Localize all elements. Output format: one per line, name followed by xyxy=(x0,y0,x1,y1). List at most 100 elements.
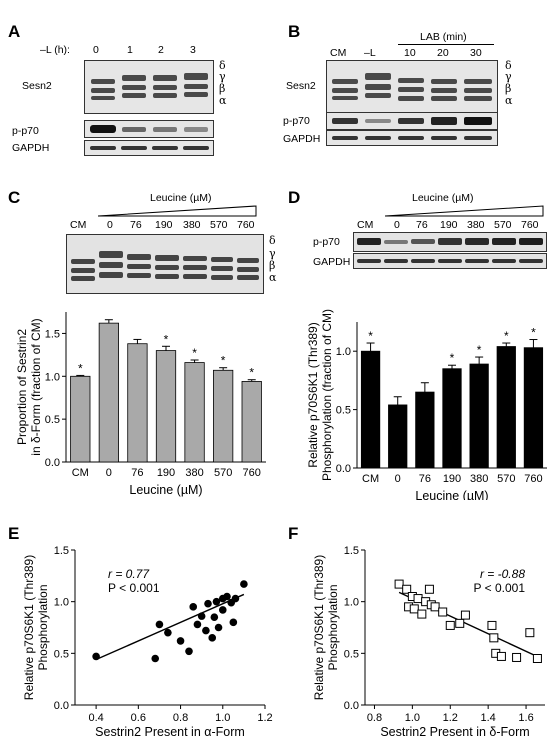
leucine-group-label: Leucine (µM) xyxy=(412,192,474,204)
data-point xyxy=(460,610,470,620)
sesn2-blot-bands xyxy=(85,61,213,113)
isoform-label-gamma: γ xyxy=(269,247,276,260)
data-point xyxy=(164,628,172,637)
data-point xyxy=(92,652,100,661)
x-tick-label: 380 xyxy=(185,467,203,479)
blot-label-sesn2: Sesn2 xyxy=(286,80,316,92)
y-tick-label: 0.0 xyxy=(45,457,60,469)
x-tick-label: 76 xyxy=(419,473,431,485)
data-point xyxy=(489,633,499,643)
x-tick-label: CM xyxy=(362,473,379,485)
x-tick-label: 380 xyxy=(470,473,488,485)
x-tick-label: CM xyxy=(72,467,89,479)
sesn2-western-blot xyxy=(326,60,498,114)
x-tick-label: 0.6 xyxy=(131,712,146,724)
lane-label: 760 xyxy=(521,219,539,231)
isoform-label-delta: δ xyxy=(269,234,276,247)
data-point xyxy=(223,592,231,601)
y-axis-label: Relative p70S6K1 (Thr389) xyxy=(306,322,320,467)
x-tick-label: 760 xyxy=(243,467,261,479)
data-point xyxy=(214,623,223,632)
y-tick-label: 0.5 xyxy=(344,648,359,660)
lane-label: 0 xyxy=(107,219,113,231)
leucine-gradient-wedge xyxy=(385,205,544,217)
data-point xyxy=(202,626,210,635)
data-point xyxy=(197,612,206,620)
x-tick-label: 1.4 xyxy=(481,712,496,724)
bar xyxy=(155,350,177,463)
lane-label: 76 xyxy=(130,219,142,231)
data-point xyxy=(445,620,455,630)
x-tick-label: 0 xyxy=(106,467,112,479)
significance-asterisk: * xyxy=(531,326,536,340)
data-point xyxy=(424,584,434,594)
data-point xyxy=(185,647,193,656)
lab-group-bracket xyxy=(398,44,494,45)
significance-asterisk: * xyxy=(249,366,254,380)
data-point xyxy=(176,637,185,645)
significance-asterisk: * xyxy=(221,354,226,368)
x-axis-label: Leucine (µM) xyxy=(129,483,202,497)
p-p70-western-blot xyxy=(353,232,547,252)
y-tick-label: 1.5 xyxy=(344,545,359,557)
isoform-label-alpha: α xyxy=(219,94,227,107)
lane-label: 10 xyxy=(404,47,416,59)
panel-letter-c: C xyxy=(8,188,21,207)
y-axis-label: Phosphorylation xyxy=(326,584,340,670)
significance-asterisk: * xyxy=(504,329,509,343)
timepoint-label: 1 xyxy=(127,44,133,56)
regression-line xyxy=(95,593,245,661)
data-point xyxy=(409,604,419,614)
panel-letter-f: F xyxy=(288,524,299,543)
data-point xyxy=(413,594,423,604)
data-point xyxy=(525,628,535,638)
significance-asterisk: * xyxy=(192,346,197,360)
x-tick-label: 1.0 xyxy=(215,712,230,724)
x-tick-label: 76 xyxy=(131,467,143,479)
y-axis-label: Relative p70S6K1 (Thr389) xyxy=(312,555,326,700)
lane-label: 380 xyxy=(183,219,201,231)
y-axis-label: Proportion of Sestrin2 xyxy=(15,329,29,445)
x-tick-label: 0.8 xyxy=(173,712,188,724)
x-tick-label: 760 xyxy=(524,473,542,485)
blot-label-p-p70: p-p70 xyxy=(283,115,310,127)
x-tick-label: 570 xyxy=(497,473,515,485)
y-tick-label: 1.0 xyxy=(344,597,359,609)
data-point xyxy=(532,654,542,663)
x-axis-label: Leucine (µM) xyxy=(415,489,488,500)
blot-label-p-p70: p-p70 xyxy=(12,125,39,137)
isoform-label-alpha: α xyxy=(269,271,277,284)
data-point xyxy=(231,594,240,603)
data-point xyxy=(210,613,219,621)
blot-label-gapdh: GAPDH xyxy=(12,142,50,154)
sesn2-blot-bands xyxy=(67,235,263,293)
chart-f-scatter-plot: 0.0 0.5 1.0 1.5 0.8 1.0 1.2 1.4 1.6 r = -0.88P < … xyxy=(312,545,545,739)
significance-asterisk: * xyxy=(368,329,373,343)
y-tick-label: 0.0 xyxy=(54,700,69,712)
data-point xyxy=(229,618,238,627)
x-tick-label: 0 xyxy=(395,473,401,485)
data-point xyxy=(430,602,440,612)
p-value: P < 0.001 xyxy=(108,581,160,595)
timepoint-label: 0 xyxy=(93,44,99,56)
p-p70-western-blot xyxy=(326,112,498,130)
blot-label-gapdh: GAPDH xyxy=(283,133,321,145)
y-axis-label: Relative p70S6K1 (Thr389) xyxy=(22,555,36,700)
panel-letter-a: A xyxy=(8,22,21,41)
bar xyxy=(241,381,262,463)
panel-letter-e: E xyxy=(8,524,20,543)
y-tick-label: 1.0 xyxy=(54,597,69,609)
bar xyxy=(127,343,148,463)
significance-asterisk: * xyxy=(450,351,455,365)
data-point xyxy=(212,597,221,606)
significance-asterisk: * xyxy=(78,361,83,375)
lane-label: 0 xyxy=(394,219,400,231)
timepoint-label: 2 xyxy=(158,44,164,56)
data-point xyxy=(394,579,404,589)
blot-label-p-p70: p-p70 xyxy=(313,236,340,248)
x-axis-label: Sestrin2 Present in δ-Form xyxy=(380,725,529,739)
bar xyxy=(469,363,489,469)
isoform-label-delta: δ xyxy=(219,59,226,72)
y-tick-label: 1.0 xyxy=(336,346,351,358)
lane-label: 190 xyxy=(440,219,458,231)
